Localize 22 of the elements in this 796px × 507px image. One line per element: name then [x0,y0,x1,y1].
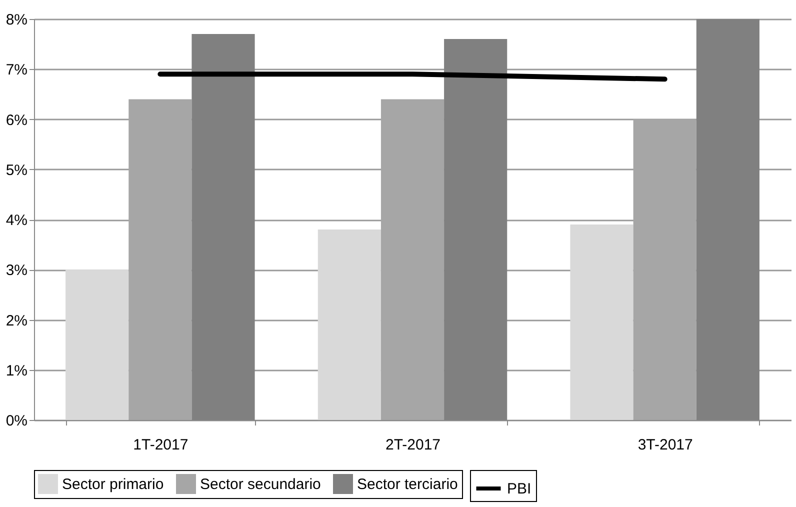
x-tick-label: 3T-2017 [638,436,693,454]
y-tick-label: 1% [6,362,28,380]
y-tick-label: 5% [6,162,28,179]
y-tick-label: 7% [6,62,28,79]
y-tick-label: 2% [6,312,28,330]
bar [66,270,129,420]
legend-label: PBI [507,480,532,498]
x-tick-label: 2T-2017 [385,436,441,454]
bar [380,99,444,420]
bar [318,230,381,420]
y-tick-label: 3% [6,262,28,280]
y-tick-label: 4% [6,212,28,229]
y-tick-label: 8% [6,12,28,28]
legend-label: Sector secundario [200,476,321,493]
y-tick-label: 0% [6,412,28,430]
bar [570,224,634,420]
legend-label: Sector terciario [357,476,458,493]
bar [128,99,192,420]
x-tick-label: 1T-2017 [133,436,188,454]
legend-label: Sector primario [62,476,164,493]
y-tick-label: 6% [6,112,28,129]
bar [633,119,696,420]
